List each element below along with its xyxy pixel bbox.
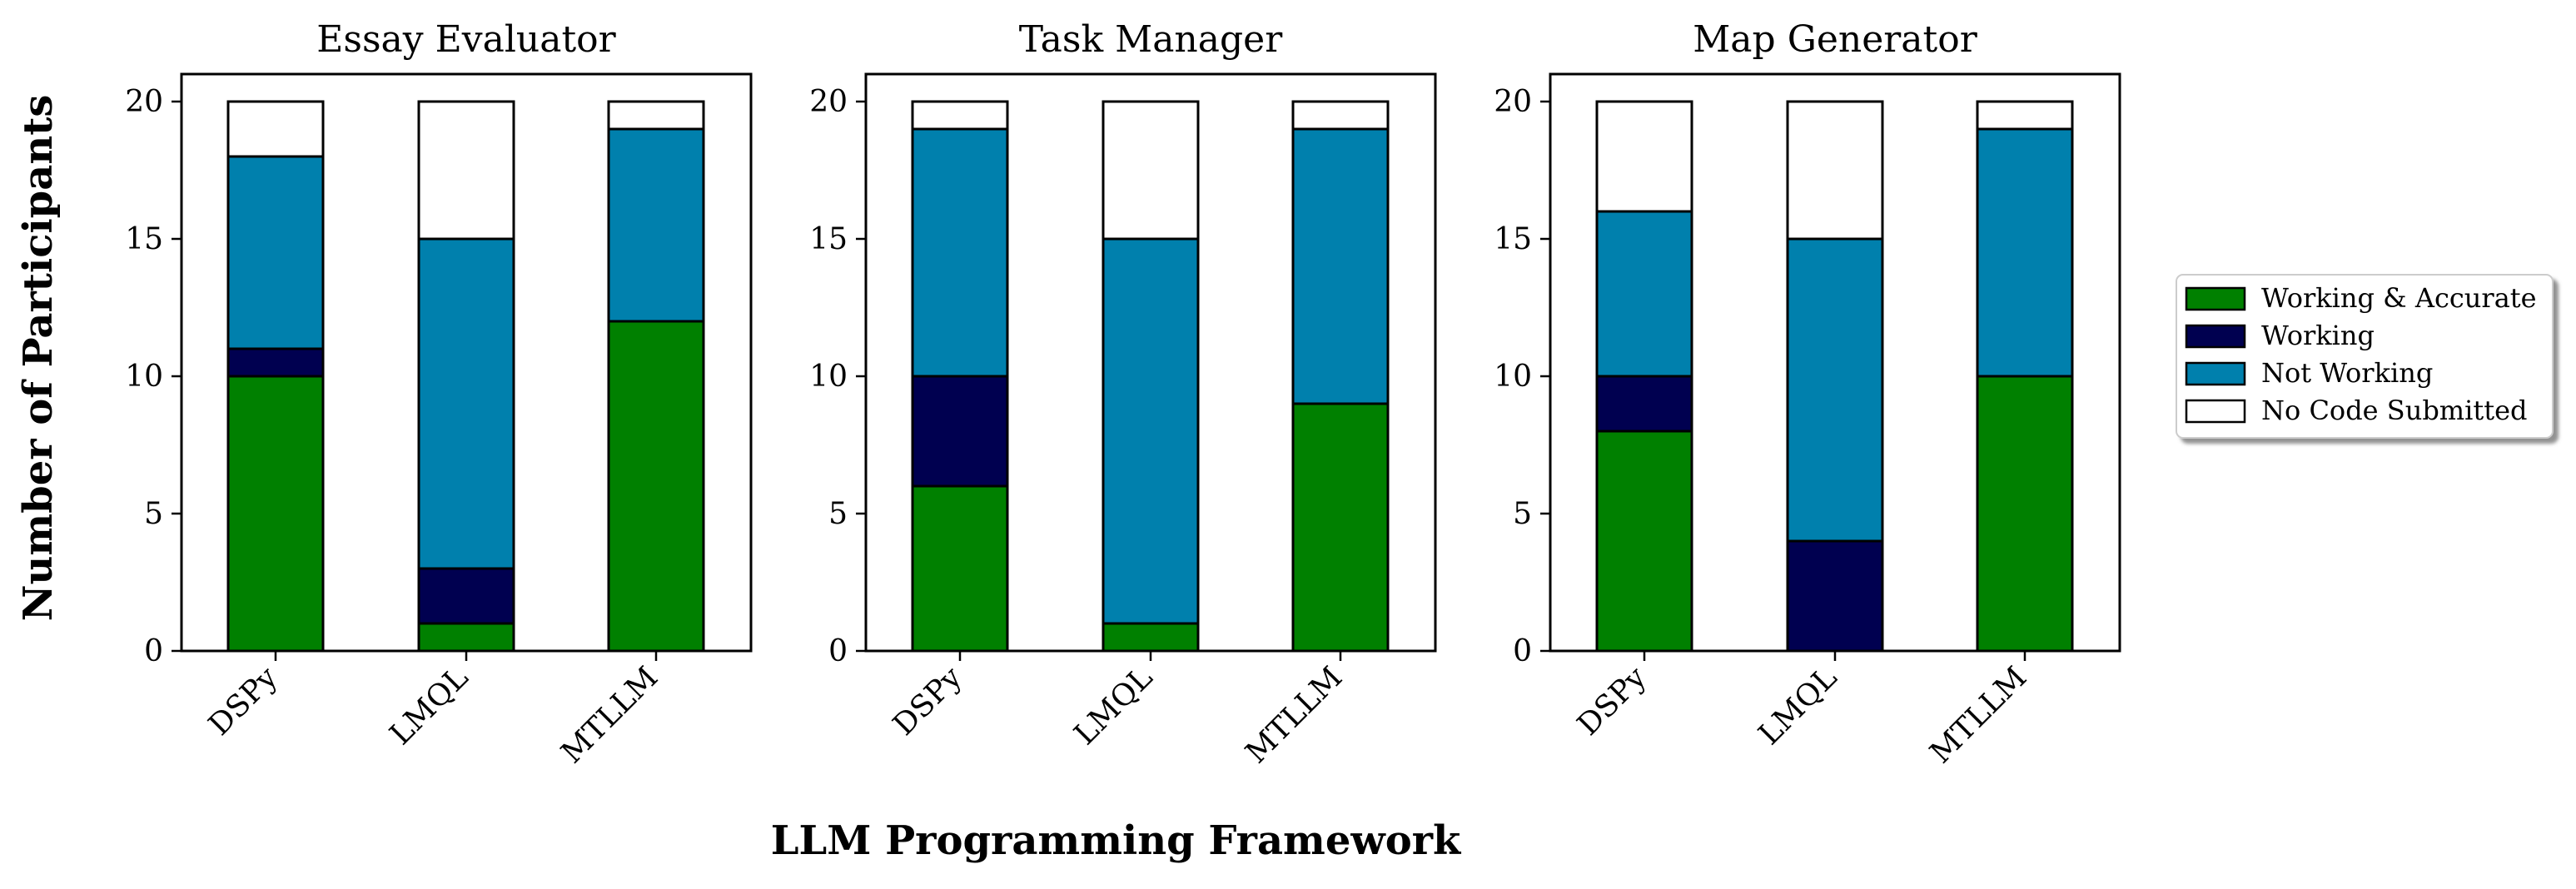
bar-segment-no-code-submitted-lmql bbox=[1786, 100, 1884, 241]
bar-segment-working-accurate-dspy bbox=[226, 375, 325, 653]
legend-swatch-no-code-submitted bbox=[2185, 399, 2246, 424]
y-axis-label: Number of Participants bbox=[15, 95, 62, 622]
y-tick-label-15: 15 bbox=[1494, 222, 1532, 256]
bar-segment-working-accurate-lmql bbox=[1102, 622, 1200, 653]
bar-segment-not-working-lmql bbox=[417, 237, 515, 570]
bar-segment-working-lmql bbox=[417, 567, 515, 625]
bar-segment-no-code-submitted-dspy bbox=[1595, 100, 1693, 213]
y-tick-label-0: 0 bbox=[828, 634, 848, 668]
bar-segment-working-accurate-dspy bbox=[911, 484, 1009, 653]
y-tick-label-10: 10 bbox=[125, 360, 163, 394]
legend: Working & Accurate Working Not Working No C… bbox=[2176, 274, 2554, 439]
y-tick-label-20: 20 bbox=[809, 85, 848, 119]
bar-segment-not-working-lmql bbox=[1786, 237, 1884, 543]
y-tick-label-5: 5 bbox=[1513, 497, 1532, 531]
y-tick-label-20: 20 bbox=[125, 85, 163, 119]
panel-title: Task Manager bbox=[1019, 18, 1283, 61]
bar-segment-no-code-submitted-lmql bbox=[417, 100, 515, 241]
panel-task-manager: Task Manager DSPy LMQL MTLLM 0 5 10 15 20 bbox=[809, 18, 1437, 770]
bar-segment-not-working-mtllm bbox=[1976, 127, 2074, 378]
legend-label-not-working: Not Working bbox=[2261, 357, 2433, 389]
y-tick-label-10: 10 bbox=[1494, 360, 1532, 394]
bar-segment-no-code-submitted-mtllm bbox=[1291, 100, 1390, 131]
y-tick-label-15: 15 bbox=[809, 222, 848, 256]
y-tick-label-20: 20 bbox=[1494, 85, 1532, 119]
x-tick-label-mtllm: MTLLM bbox=[554, 660, 664, 770]
bar-segment-working-lmql bbox=[1786, 539, 1884, 653]
panel-essay-evaluator: Essay Evaluator DSPy LMQL MTLLM 0 5 10 15 20 bbox=[125, 18, 753, 770]
legend-label-no-code-submitted: No Code Submitted bbox=[2261, 395, 2528, 426]
bar-segment-working-accurate-dspy bbox=[1595, 430, 1693, 653]
x-tick-label-lmql: LMQL bbox=[384, 660, 475, 752]
y-tick-label-0: 0 bbox=[1513, 634, 1532, 668]
bar-segment-no-code-submitted-mtllm bbox=[1976, 100, 2074, 131]
y-tick-label-15: 15 bbox=[125, 222, 163, 256]
legend-swatch-working bbox=[2185, 324, 2246, 349]
bar-segment-not-working-mtllm bbox=[607, 127, 705, 323]
x-tick-label-dspy: DSPy bbox=[202, 660, 285, 742]
x-axis-label: LLM Programming Framework bbox=[771, 817, 1462, 864]
legend-label-working: Working bbox=[2261, 320, 2375, 351]
x-tick-label-dspy: DSPy bbox=[1571, 660, 1654, 742]
legend-label-working-accurate: Working & Accurate bbox=[2261, 282, 2537, 314]
bar-segment-working-accurate-mtllm bbox=[1976, 375, 2074, 653]
axes-frame bbox=[864, 72, 1437, 653]
bar-segment-not-working-dspy bbox=[226, 155, 325, 350]
bar-segment-no-code-submitted-dspy bbox=[226, 100, 325, 158]
bar-segment-not-working-mtllm bbox=[1291, 127, 1390, 405]
panel-title: Essay Evaluator bbox=[316, 18, 616, 61]
x-tick-label-lmql: LMQL bbox=[1753, 660, 1844, 752]
x-tick-label-mtllm: MTLLM bbox=[1923, 660, 2033, 770]
bar-segment-no-code-submitted-mtllm bbox=[607, 100, 705, 131]
bar-segment-working-dspy bbox=[1595, 375, 1693, 433]
legend-box bbox=[2176, 274, 2554, 439]
legend-swatch-not-working bbox=[2185, 361, 2246, 386]
bar-segment-working-accurate-mtllm bbox=[607, 320, 705, 653]
bar-segment-no-code-submitted-dspy bbox=[911, 100, 1009, 131]
y-tick-label-0: 0 bbox=[144, 634, 163, 668]
bar-segment-working-dspy bbox=[226, 347, 325, 378]
bar-segment-not-working-lmql bbox=[1102, 237, 1200, 625]
legend-swatch-working-accurate bbox=[2185, 286, 2246, 311]
y-tick-label-10: 10 bbox=[809, 360, 848, 394]
panel-title: Map Generator bbox=[1693, 18, 1977, 61]
bar-segment-not-working-dspy bbox=[911, 127, 1009, 378]
y-tick-label-5: 5 bbox=[828, 497, 848, 531]
bar-segment-not-working-dspy bbox=[1595, 210, 1693, 378]
bar-segment-no-code-submitted-lmql bbox=[1102, 100, 1200, 241]
panel-map-generator: Map Generator DSPy LMQL MTLLM 0 5 10 15 20 bbox=[1494, 18, 2121, 770]
x-tick-label-mtllm: MTLLM bbox=[1239, 660, 1349, 770]
x-tick-label-dspy: DSPy bbox=[887, 660, 969, 742]
axes-frame bbox=[1549, 72, 2121, 653]
y-tick-label-5: 5 bbox=[144, 497, 163, 531]
bar-segment-working-dspy bbox=[911, 375, 1009, 488]
bar-segment-working-accurate-mtllm bbox=[1291, 402, 1390, 653]
bar-segment-working-accurate-lmql bbox=[417, 622, 515, 653]
axes-frame bbox=[180, 72, 753, 653]
x-tick-label-lmql: LMQL bbox=[1068, 660, 1160, 752]
